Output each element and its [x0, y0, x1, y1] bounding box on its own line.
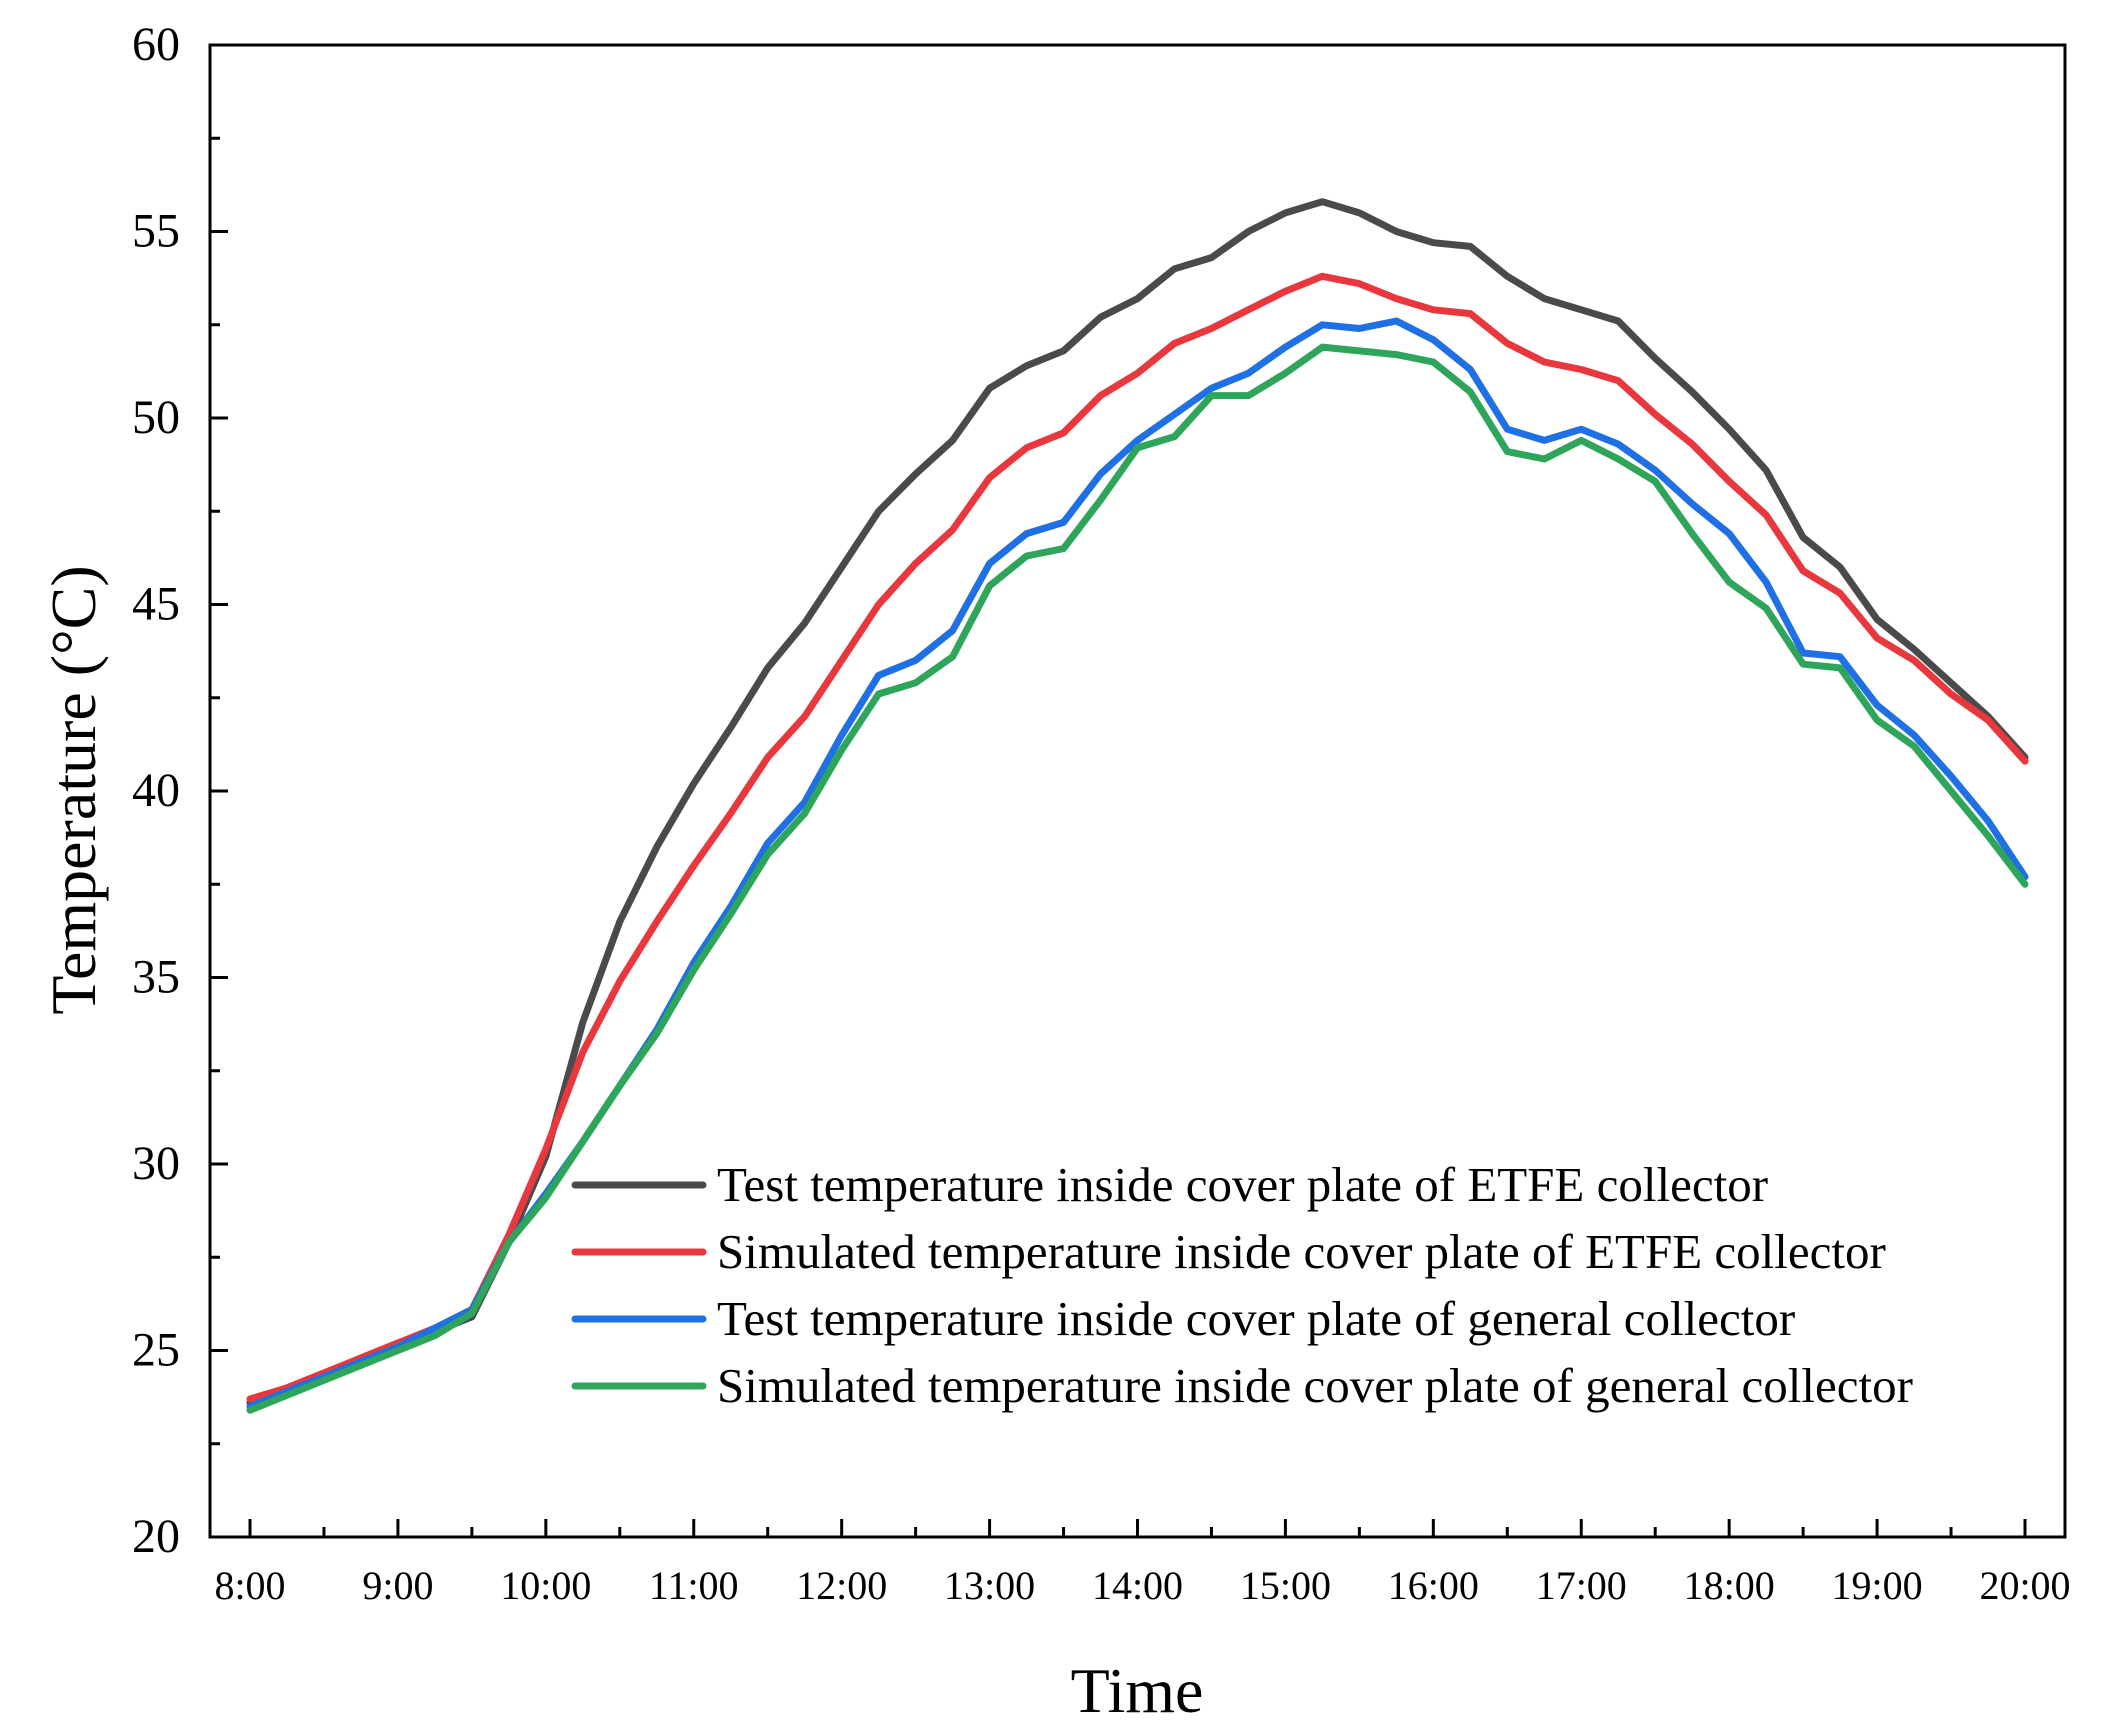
series-line-4 [246, 343, 2029, 1414]
y-tick-label: 50 [132, 391, 180, 444]
x-tick-label: 10:00 [500, 1563, 591, 1608]
x-tick-label: 12:00 [796, 1563, 887, 1608]
y-tick-label: 40 [132, 764, 180, 817]
series-line-2 [246, 272, 2029, 1403]
y-tick-label: 35 [132, 951, 180, 1004]
x-tick-label: 18:00 [1684, 1563, 1775, 1608]
x-tick-label: 17:00 [1536, 1563, 1627, 1608]
y-tick-label: 20 [132, 1510, 180, 1563]
y-tick-label: 55 [132, 205, 180, 258]
legend-label-3: Test temperature inside cover plate of g… [717, 1291, 1795, 1346]
y-tick-label: 60 [132, 18, 180, 71]
y-tick-label: 45 [132, 578, 180, 631]
y-tick-label: 25 [132, 1324, 180, 1377]
x-tick-label: 20:00 [1979, 1563, 2070, 1608]
x-tick-label: 13:00 [944, 1563, 1035, 1608]
legend-label-2: Simulated temperature inside cover plate… [717, 1224, 1886, 1279]
x-tick-label: 9:00 [362, 1563, 433, 1608]
y-axis-title: Temperature (°C) [38, 565, 109, 1014]
series-layer [246, 198, 2029, 1414]
legend-label-1: Test temperature inside cover plate of E… [717, 1157, 1768, 1212]
x-axis-title: Time [1071, 1655, 1204, 1726]
y-tick-label: 30 [132, 1137, 180, 1190]
x-tick-label: 8:00 [214, 1563, 285, 1608]
x-tick-label: 19:00 [1832, 1563, 1923, 1608]
legend: Test temperature inside cover plate of E… [571, 1157, 1913, 1413]
x-tick-label: 11:00 [649, 1563, 739, 1608]
x-tick-label: 14:00 [1092, 1563, 1183, 1608]
legend-label-4: Simulated temperature inside cover plate… [717, 1358, 1913, 1413]
x-tick-label: 15:00 [1240, 1563, 1331, 1608]
axis-layer: 8:00 9:00 10:00 11:00 12:00 13:00 14:00 15:00 16… [132, 18, 2071, 1608]
x-tick-label: 16:00 [1388, 1563, 1479, 1608]
